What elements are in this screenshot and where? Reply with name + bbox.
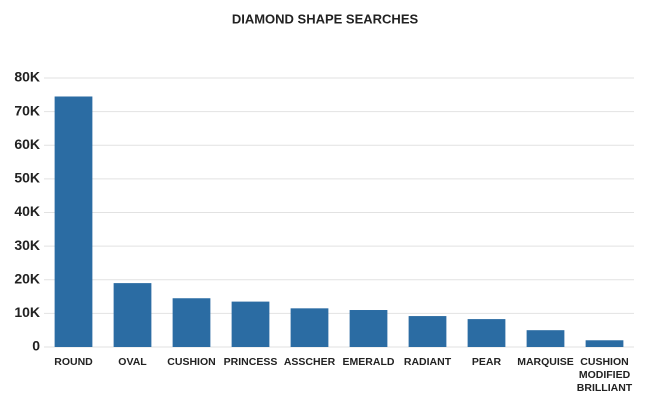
x-tick-label: ROUND bbox=[54, 356, 93, 368]
x-tick-label: CUSHION bbox=[167, 356, 215, 368]
bar bbox=[349, 310, 388, 347]
bar bbox=[467, 319, 506, 347]
x-tick-label: EMERALD bbox=[343, 356, 395, 368]
x-tick-label: PRINCESS bbox=[224, 356, 278, 368]
bar bbox=[172, 298, 211, 347]
y-tick-label: 60K bbox=[14, 136, 40, 152]
y-tick-label: 70K bbox=[14, 102, 40, 118]
bar bbox=[585, 340, 624, 347]
y-tick-label: 50K bbox=[14, 170, 40, 186]
bar bbox=[231, 301, 270, 347]
y-tick-label: 40K bbox=[14, 203, 40, 219]
bar bbox=[526, 330, 565, 347]
bar bbox=[113, 283, 152, 347]
y-tick-label: 80K bbox=[14, 69, 40, 85]
x-tick-label: CUSHION MODIFIED BRILLIANT bbox=[577, 356, 633, 394]
x-tick-label: ASSCHER bbox=[284, 356, 336, 368]
bar bbox=[290, 308, 329, 347]
x-tick-label: MARQUISE bbox=[517, 356, 574, 368]
x-tick-label: PEAR bbox=[472, 356, 502, 368]
x-tick-label: OVAL bbox=[118, 356, 147, 368]
bar bbox=[54, 96, 93, 348]
bar bbox=[408, 316, 447, 347]
x-tick-label: RADIANT bbox=[404, 356, 452, 368]
y-tick-label: 20K bbox=[14, 270, 40, 286]
y-tick-label: 30K bbox=[14, 237, 40, 253]
y-tick-label: 10K bbox=[14, 304, 40, 320]
chart-title: DIAMOND SHAPE SEARCHES bbox=[232, 11, 419, 26]
y-tick-label: 0 bbox=[32, 338, 40, 354]
